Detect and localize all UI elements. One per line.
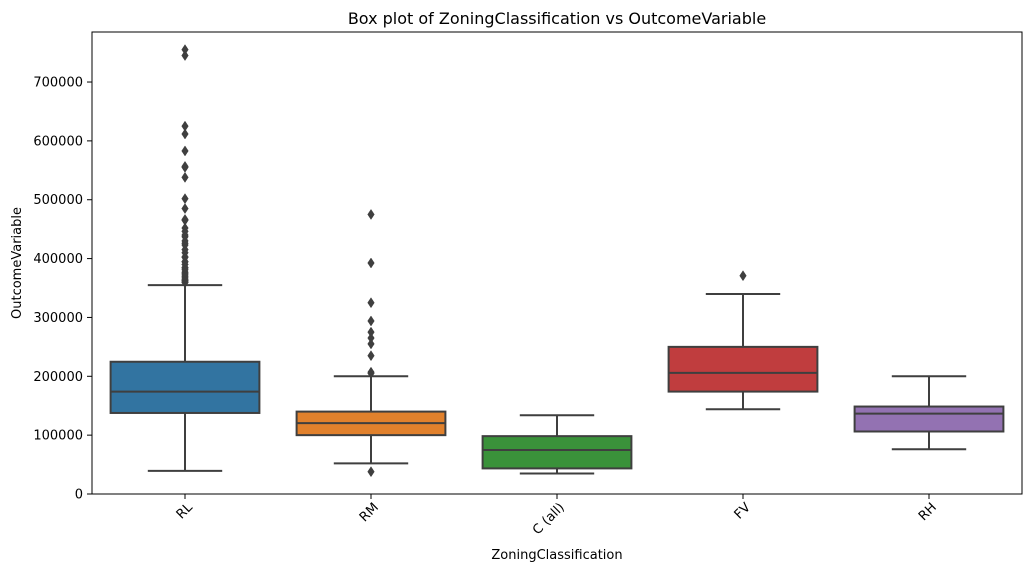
outlier-point — [181, 213, 189, 225]
outlier-point — [367, 326, 375, 338]
outlier-point — [181, 145, 189, 157]
outlier-point — [181, 171, 189, 183]
x-tick-label: RL — [174, 500, 197, 523]
outlier-point — [181, 44, 189, 56]
box-group-c-all- — [481, 414, 633, 475]
chart-title: Box plot of ZoningClassification vs Outc… — [348, 9, 766, 28]
x-tick-label: FV — [732, 500, 754, 522]
y-tick-label: 200000 — [33, 370, 83, 385]
outlier-point — [367, 350, 375, 362]
outlier-point — [367, 208, 375, 220]
outlier-point — [739, 270, 747, 282]
x-tick-label: C (all) — [530, 500, 568, 538]
y-tick-label: 600000 — [33, 134, 83, 149]
outlier-point — [367, 366, 375, 378]
outlier-point — [181, 160, 189, 172]
outlier-point — [181, 203, 189, 215]
outlier-point — [181, 50, 189, 61]
box — [667, 345, 819, 393]
y-axis: 0 100000 200000 300000 400000 500000 600000 700… — [33, 76, 92, 503]
box-group-fv — [667, 270, 819, 411]
box — [481, 435, 633, 470]
x-axis: RL RM C (all) FV RH — [174, 494, 940, 538]
outlier-point — [181, 128, 189, 140]
outlier-point — [181, 193, 189, 205]
box — [109, 360, 261, 414]
outlier-point — [367, 332, 375, 344]
outlier-point — [367, 315, 375, 327]
x-tick-label: RH — [916, 500, 940, 524]
outlier-point — [367, 297, 375, 309]
box-group-rm — [295, 208, 447, 478]
outlier-point — [181, 222, 189, 234]
outlier-point — [181, 120, 189, 132]
y-tick-label: 400000 — [33, 252, 83, 267]
plot-area — [109, 44, 1005, 478]
y-tick-label: 300000 — [33, 311, 83, 326]
y-tick-label: 0 — [75, 488, 83, 503]
x-tick-label: RM — [357, 500, 382, 525]
box — [853, 405, 1005, 433]
x-axis-label: ZoningClassification — [491, 548, 622, 563]
outlier-point — [367, 257, 375, 269]
outlier-point — [367, 466, 375, 478]
box-group-rl — [109, 44, 261, 472]
box-group-rh — [853, 375, 1005, 451]
y-axis-label: OutcomeVariable — [10, 207, 25, 319]
y-tick-label: 700000 — [33, 76, 83, 91]
y-tick-label: 500000 — [33, 193, 83, 208]
outlier-point — [367, 338, 375, 350]
y-tick-label: 100000 — [33, 429, 83, 444]
